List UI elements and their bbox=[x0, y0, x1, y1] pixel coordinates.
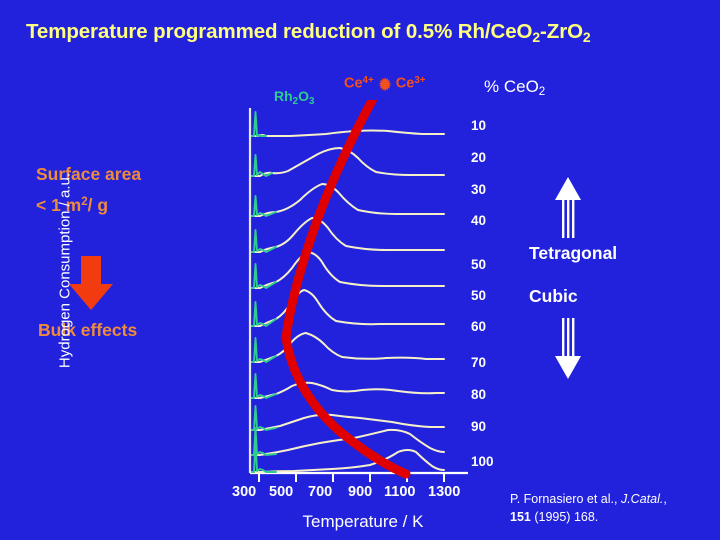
star-icon bbox=[378, 77, 392, 92]
percent-label: 70 bbox=[471, 355, 487, 370]
legend-ce-transition: Ce4+ Ce3+ bbox=[344, 75, 426, 92]
percent-label: 30 bbox=[471, 182, 487, 197]
down-arrow-white-icon bbox=[553, 318, 583, 385]
percent-label: 10 bbox=[471, 118, 487, 133]
x-axis-ticks bbox=[258, 473, 445, 482]
percent-label: 50 bbox=[471, 288, 487, 303]
trace-100 bbox=[251, 441, 445, 473]
trace-80 bbox=[251, 405, 445, 431]
percent-label: 40 bbox=[471, 213, 487, 228]
trace-50b bbox=[251, 289, 445, 327]
trace-40 bbox=[251, 217, 445, 253]
down-arrow-red-icon bbox=[62, 256, 120, 317]
ce-reduction-trend-curve bbox=[281, 100, 411, 479]
percent-label: 60 bbox=[471, 319, 487, 334]
surface-area-line1: Surface area bbox=[36, 164, 142, 184]
y-axis-label: Hydrogen Consumption / a.u. bbox=[56, 172, 74, 369]
trace-20 bbox=[251, 147, 445, 177]
bulk-effects-annotation: Bulk effects bbox=[38, 320, 138, 340]
x-axis-label: Temperature / K bbox=[302, 512, 424, 531]
tetragonal-label: Tetragonal bbox=[529, 243, 618, 263]
x-tick-label: 1100 bbox=[384, 484, 416, 500]
surface-area-line2: < 1 m2/ g bbox=[36, 194, 109, 215]
trace-70 bbox=[251, 373, 445, 399]
percent-label: 50 bbox=[471, 257, 487, 272]
citation: P. Fornasiero et al., J.Catal., 151 (199… bbox=[510, 490, 720, 526]
citation-authors: P. Fornasiero et al., bbox=[510, 492, 621, 506]
citation-year-pages: (1995) 168. bbox=[530, 510, 599, 524]
page-title: Temperature programmed reduction of 0.5%… bbox=[26, 20, 591, 45]
citation-journal: J.Catal. bbox=[620, 492, 664, 506]
x-tick-label: 500 bbox=[269, 484, 294, 500]
legend-ce4-label: Ce4+ bbox=[344, 75, 374, 92]
legend-rh2o3: Rh2O3 bbox=[274, 88, 315, 107]
citation-volume: 151 bbox=[510, 510, 531, 524]
trace-30 bbox=[251, 183, 445, 217]
citation-comma: , bbox=[663, 492, 667, 506]
surface-area-annotation: Surface area < 1 m2/ g bbox=[36, 160, 141, 219]
trace-60 bbox=[251, 332, 445, 363]
percent-label: 80 bbox=[471, 387, 487, 402]
legend-ce3-label: Ce3+ bbox=[395, 75, 426, 92]
x-tick-label: 900 bbox=[348, 484, 373, 500]
tpr-plot bbox=[248, 100, 468, 482]
legend-percent-ceo2: % CeO2 bbox=[484, 77, 546, 99]
percent-label: 100 bbox=[471, 454, 494, 469]
x-tick-label: 1300 bbox=[428, 484, 461, 500]
tpr-traces bbox=[251, 111, 445, 473]
percent-label: 20 bbox=[471, 150, 487, 165]
x-tick-label: 300 bbox=[232, 484, 257, 500]
trace-10 bbox=[251, 111, 445, 137]
up-arrow-white-icon bbox=[553, 176, 583, 243]
x-tick-label: 700 bbox=[308, 484, 333, 500]
cubic-label: Cubic bbox=[529, 286, 578, 306]
percent-label: 90 bbox=[471, 419, 487, 434]
trace-50a bbox=[251, 251, 445, 289]
